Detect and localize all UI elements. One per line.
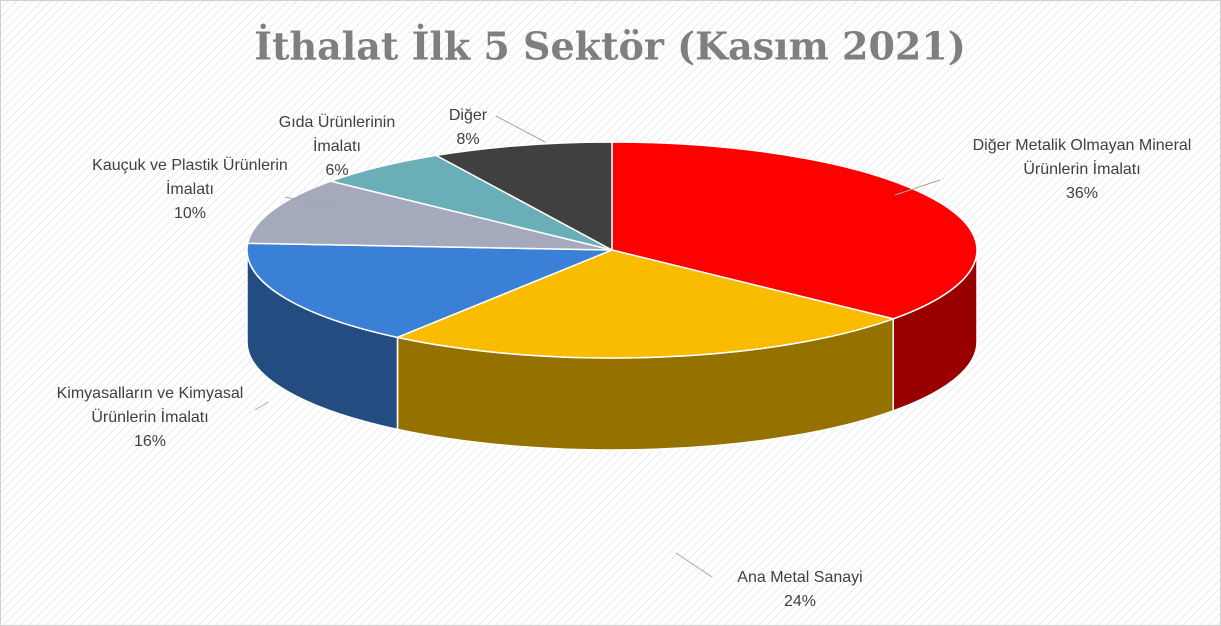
tops — [246, 141, 978, 359]
slice — [328, 154, 613, 251]
sides — [246, 249, 978, 451]
value-label: 24% — [783, 593, 817, 610]
slice — [433, 141, 613, 252]
slice — [394, 249, 896, 359]
category-label: Kimyasalların ve Kimyasal Ürünlerin İmal… — [56, 385, 244, 426]
data-label: Diğer Metalik Olmayan Mineral Ürünlerin … — [952, 134, 1212, 206]
value-label: 8% — [456, 131, 480, 148]
slice — [611, 141, 978, 320]
leader-line — [894, 179, 941, 196]
category-label: Diğer Metalik Olmayan Mineral Ürünlerin … — [972, 137, 1192, 178]
value-label: 36% — [1065, 185, 1099, 202]
category-label: Diğer — [448, 107, 488, 124]
leader-line — [675, 552, 713, 578]
chart-title: İthalat İlk 5 Sektör (Kasım 2021) — [254, 24, 966, 69]
slice — [246, 242, 613, 339]
data-label: Ana Metal Sanayi 24% — [690, 566, 910, 614]
data-label: Gıda Ürünlerinin İmalatı 6% — [267, 111, 407, 183]
data-label: Kimyasalların ve Kimyasal Ürünlerin İmal… — [55, 382, 245, 454]
leader-line — [495, 115, 546, 143]
leader-line — [284, 196, 336, 208]
value-label: 10% — [173, 205, 207, 222]
slice — [246, 180, 613, 251]
value-label: 6% — [325, 162, 349, 179]
category-label: Gıda Ürünlerinin İmalatı — [278, 114, 396, 155]
data-label: Kauçuk ve Plastik Ürünlerin İmalatı 10% — [90, 154, 290, 226]
leader-line — [254, 401, 269, 411]
value-label: 16% — [133, 433, 167, 450]
data-label: Diğer 8% — [438, 104, 498, 152]
category-label: Kauçuk ve Plastik Ürünlerin İmalatı — [92, 157, 288, 198]
leaders — [254, 115, 941, 578]
category-label: Ana Metal Sanayi — [737, 569, 863, 586]
